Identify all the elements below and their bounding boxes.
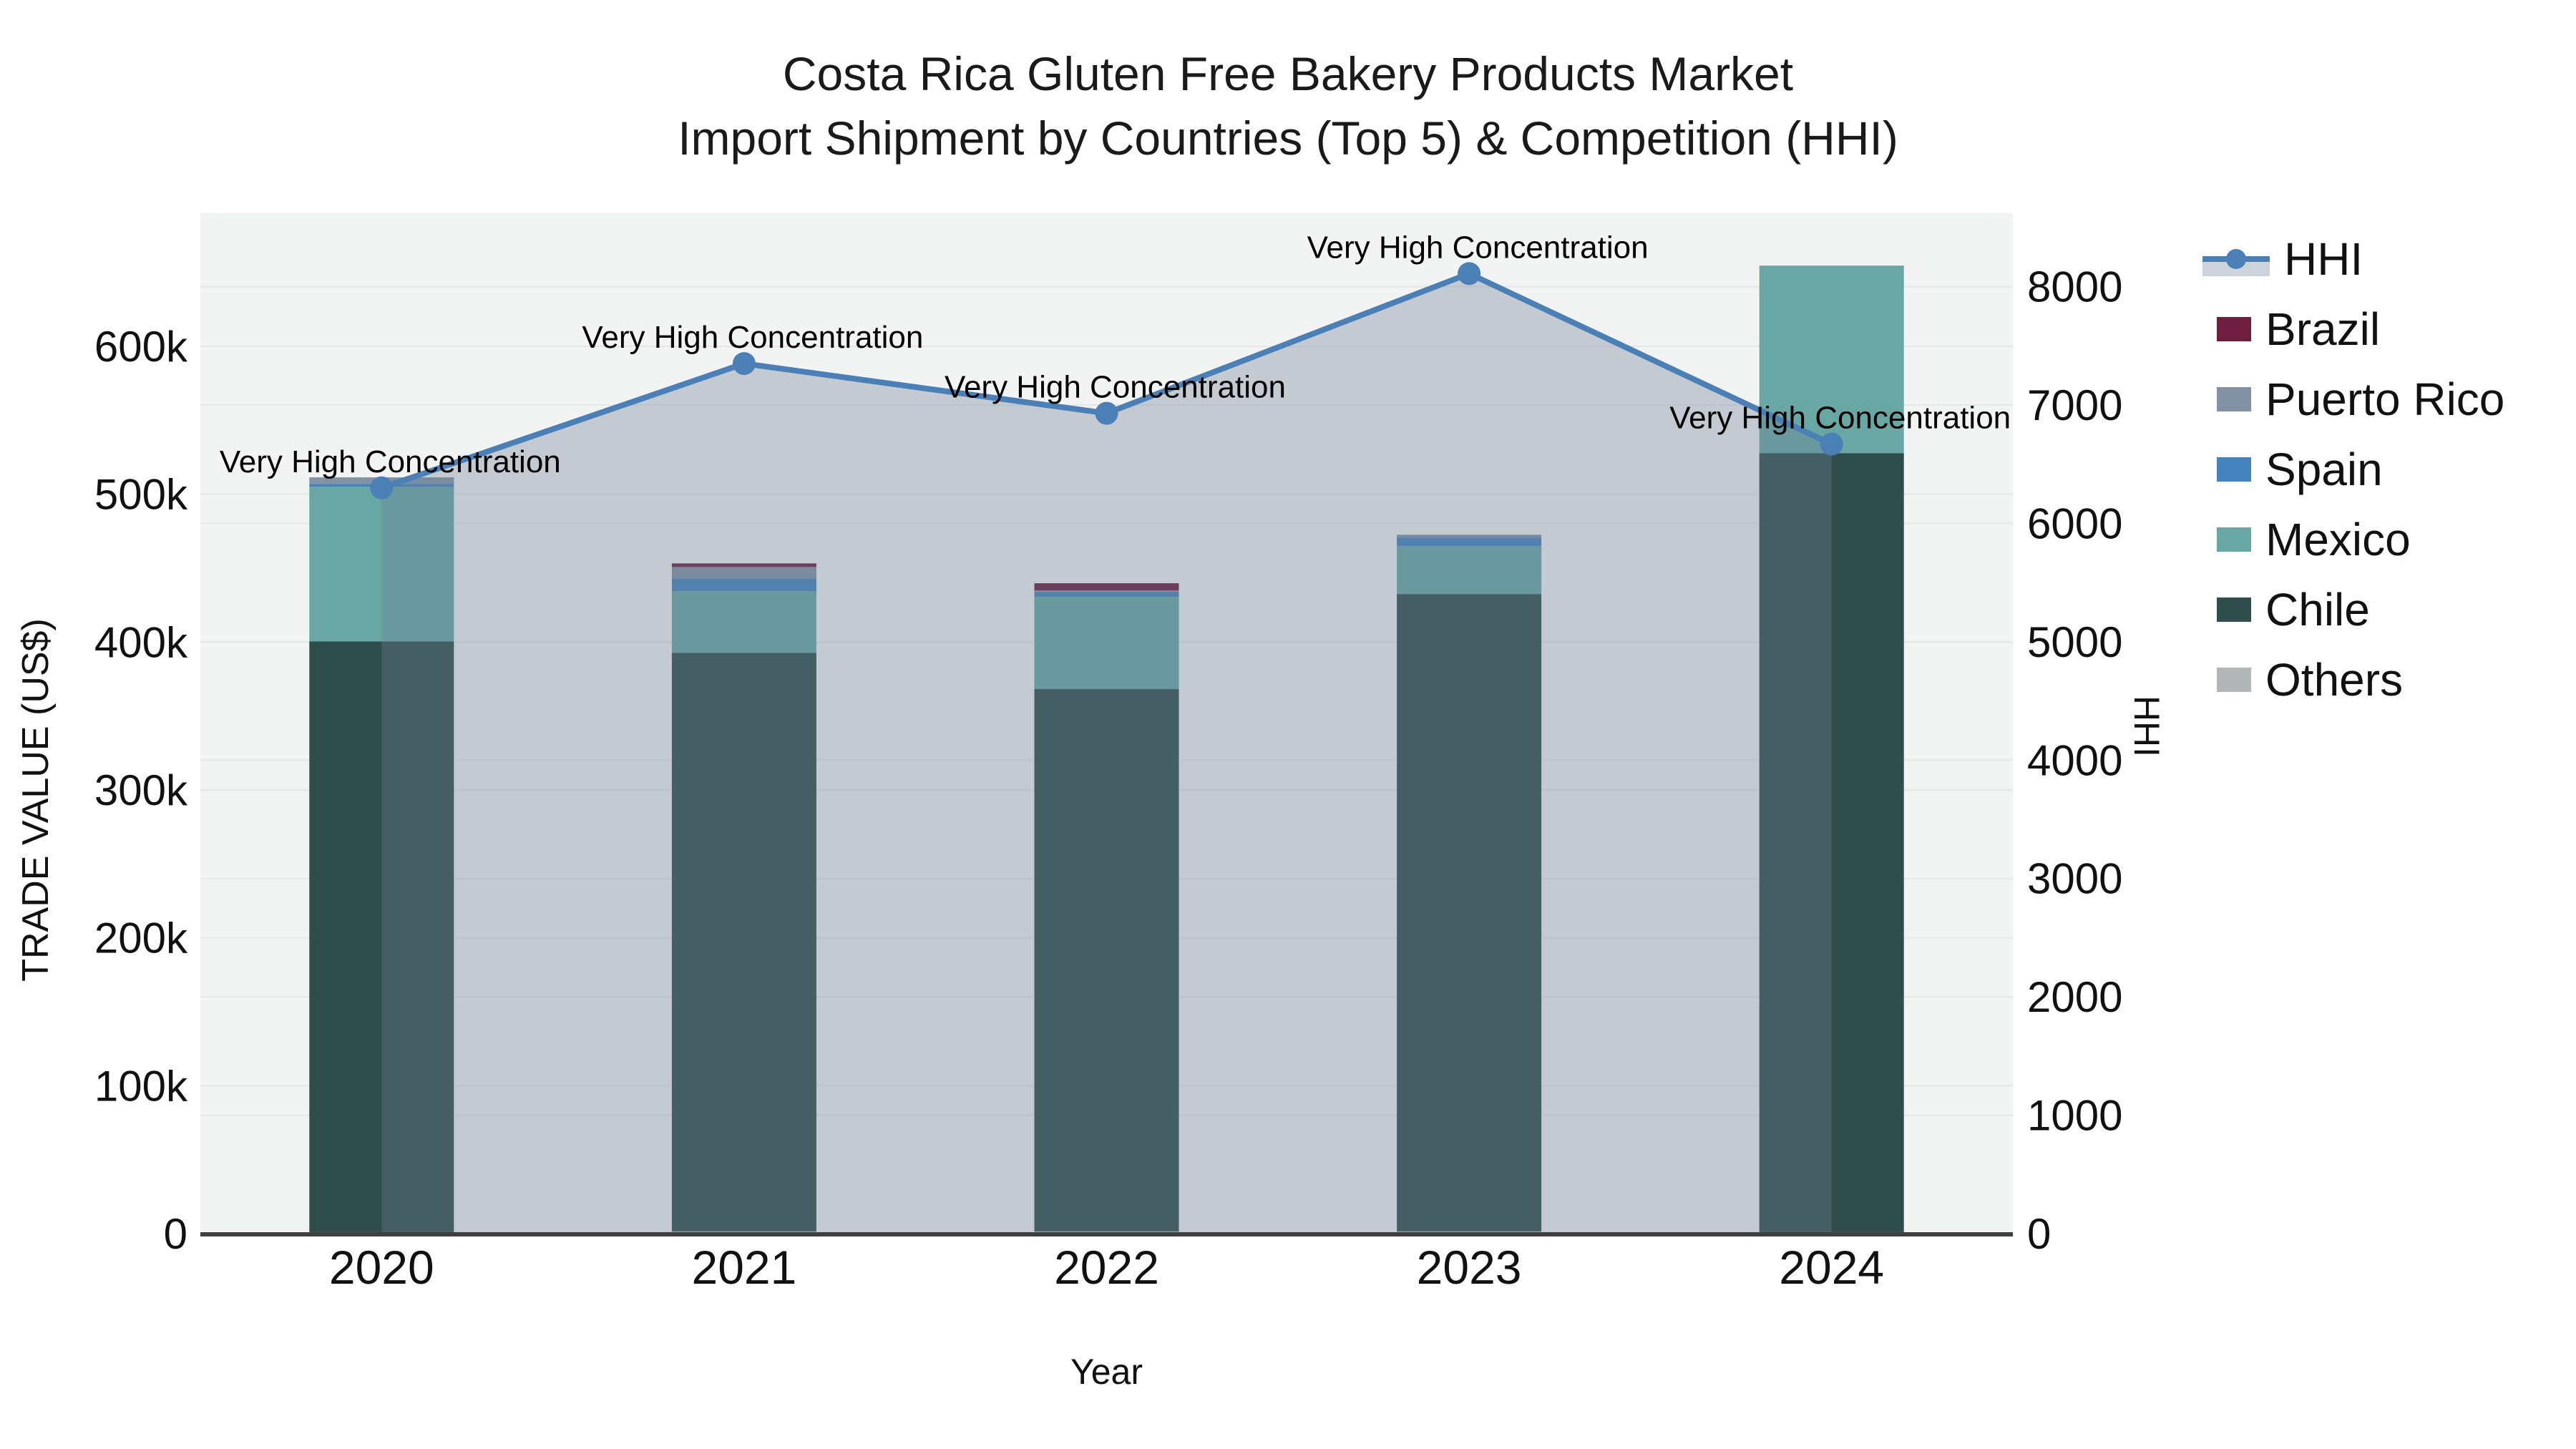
y-left-tick-label: 100k <box>94 1062 188 1110</box>
y-left-tick-label: 400k <box>94 618 188 666</box>
y-left-tick-label: 200k <box>94 914 188 962</box>
y-right-tick-label: 5000 <box>2027 618 2122 666</box>
bar-segment-chile-2022[interactable] <box>1034 689 1179 1231</box>
annotation-2021: Very High Concentration <box>582 320 923 355</box>
bar-segment-mexico-2022[interactable] <box>1034 597 1179 690</box>
y-left-tick-label: 0 <box>164 1210 187 1258</box>
chart-title-line2: Import Shipment by Countries (Top 5) & C… <box>678 112 1898 165</box>
legend-label: Puerto Rico <box>2265 374 2505 425</box>
y-left-tick-label: 300k <box>94 766 188 814</box>
x-tick-label-2022: 2022 <box>1054 1241 1159 1294</box>
legend-label: Others <box>2265 654 2404 706</box>
chart-title-line1: Costa Rica Gluten Free Bakery Products M… <box>782 47 1794 100</box>
bar-segment-chile-2020[interactable] <box>309 641 454 1232</box>
bar-segment-mexico-2020[interactable] <box>309 487 454 642</box>
x-tick-label-2024: 2024 <box>1779 1241 1884 1294</box>
legend-item-puerto-rico[interactable]: Puerto Rico <box>2202 364 2575 434</box>
x-tick-label-2023: 2023 <box>1417 1241 1522 1294</box>
y-right-tick-label: 6000 <box>2027 499 2122 547</box>
y-axis-right-title: HHI <box>2127 695 2167 758</box>
hhi-line-swatch-icon <box>2202 240 2270 278</box>
legend-item-others[interactable]: Others <box>2202 645 2575 715</box>
legend-item-mexico[interactable]: Mexico <box>2202 504 2575 575</box>
legend-item-brazil[interactable]: Brazil <box>2202 294 2575 364</box>
bar-segment-brazil-2021[interactable] <box>671 563 816 567</box>
puerto-rico-swatch-icon <box>2217 387 2251 411</box>
y-right-tick-label: 0 <box>2027 1210 2051 1258</box>
legend-item-hhi[interactable]: HHI <box>2202 224 2575 294</box>
y-axis-left-title: TRADE VALUE (US$) <box>15 618 57 982</box>
y-right-tick-label: 7000 <box>2027 381 2122 429</box>
hhi-marker-2023[interactable] <box>1458 262 1481 286</box>
legend: HHI Brazil Puerto Rico Spain Mexico Chil… <box>2202 224 2575 715</box>
bar-segment-brazil-2022[interactable] <box>1034 583 1179 590</box>
bar-segment-chile-2023[interactable] <box>1397 594 1542 1231</box>
brazil-swatch-icon <box>2217 317 2251 341</box>
legend-label: Mexico <box>2265 514 2411 565</box>
bar-segment-puerto-rico-2021[interactable] <box>671 567 816 579</box>
hhi-marker-2020[interactable] <box>370 476 394 499</box>
hhi-marker-2021[interactable] <box>732 352 756 376</box>
chart-title: Costa Rica Gluten Free Bakery Products M… <box>0 50 2576 162</box>
bar-segment-chile-2024[interactable] <box>1759 453 1904 1232</box>
bar-segment-mexico-2021[interactable] <box>671 591 816 653</box>
hhi-marker-2022[interactable] <box>1095 401 1118 425</box>
y-left-tick-label: 500k <box>94 471 188 519</box>
bar-segment-spain-2022[interactable] <box>1034 592 1179 597</box>
x-tick-label-2020: 2020 <box>329 1241 434 1294</box>
hhi-marker-2024[interactable] <box>1820 432 1843 456</box>
legend-label: Chile <box>2265 584 2370 635</box>
bar-segment-spain-2021[interactable] <box>671 578 816 592</box>
y-right-tick-label: 3000 <box>2027 855 2122 903</box>
annotation-2023: Very High Concentration <box>1307 230 1649 265</box>
annotation-2020: Very High Concentration <box>220 444 561 479</box>
x-axis-title: Year <box>1070 1352 1143 1392</box>
legend-item-chile[interactable]: Chile <box>2202 575 2575 645</box>
y-left-tick-label: 600k <box>94 323 188 371</box>
spain-swatch-icon <box>2217 457 2251 482</box>
bar-segment-spain-2023[interactable] <box>1397 537 1542 547</box>
y-right-tick-label: 1000 <box>2027 1092 2122 1140</box>
bar-segment-mexico-2023[interactable] <box>1397 546 1542 595</box>
y-right-tick-label: 8000 <box>2027 263 2122 311</box>
bar-segment-chile-2021[interactable] <box>671 653 816 1231</box>
y-right-tick-label: 2000 <box>2027 973 2122 1021</box>
others-swatch-icon <box>2217 668 2251 692</box>
legend-label: Brazil <box>2265 303 2381 355</box>
annotation-2022: Very High Concentration <box>945 370 1286 405</box>
legend-label: Spain <box>2265 444 2383 495</box>
annotation-2024: Very High Concentration <box>1669 401 2011 436</box>
legend-label: HHI <box>2284 233 2363 285</box>
chile-swatch-icon <box>2217 597 2251 622</box>
bar-segment-puerto-rico-2022[interactable] <box>1034 590 1179 592</box>
legend-item-spain[interactable]: Spain <box>2202 434 2575 504</box>
x-tick-label-2021: 2021 <box>691 1241 796 1294</box>
mexico-swatch-icon <box>2217 527 2251 552</box>
hhi-area-fill <box>381 273 1832 1234</box>
bar-segment-puerto-rico-2023[interactable] <box>1397 535 1542 538</box>
y-right-tick-label: 4000 <box>2027 736 2122 784</box>
